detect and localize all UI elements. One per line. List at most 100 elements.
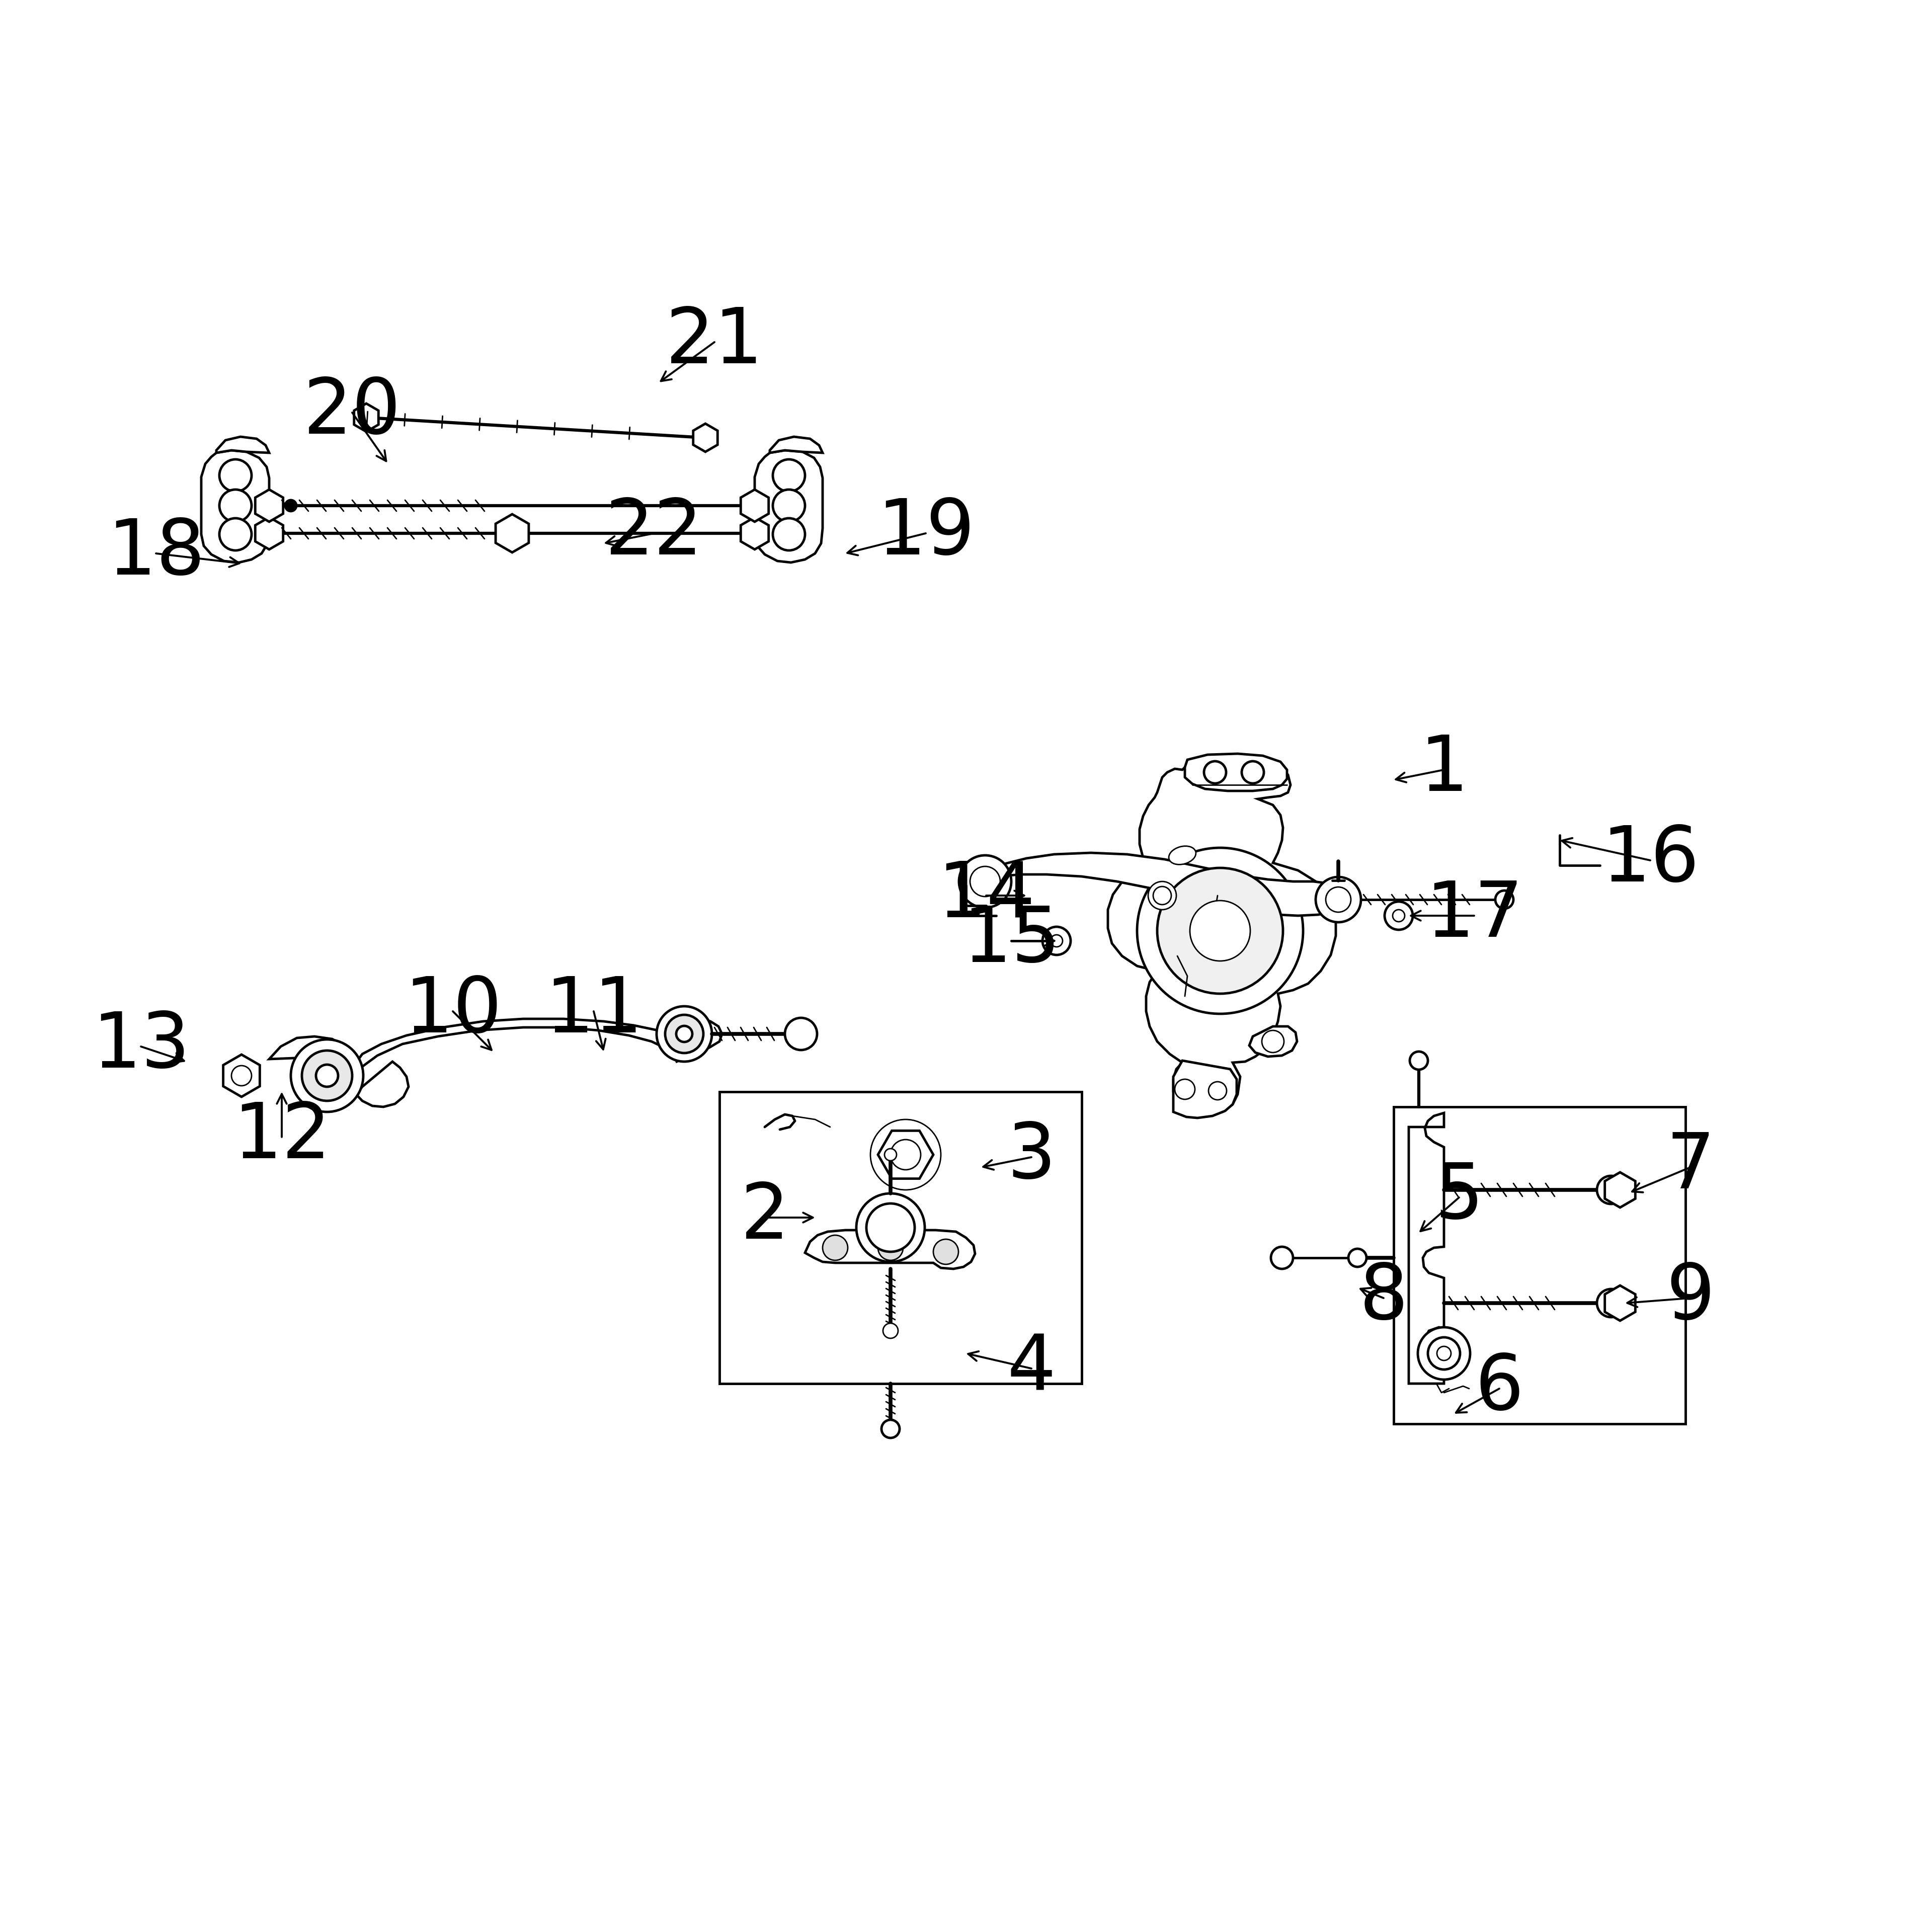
Text: 13: 13 [93, 1009, 189, 1084]
Circle shape [773, 489, 806, 522]
Circle shape [871, 1119, 941, 1190]
Circle shape [1175, 1080, 1194, 1099]
Bar [1393, 1107, 1685, 1424]
Text: 5: 5 [1435, 1159, 1484, 1235]
Circle shape [1051, 935, 1063, 947]
Circle shape [1262, 1030, 1285, 1053]
Circle shape [1495, 891, 1513, 908]
Circle shape [891, 1140, 922, 1169]
Circle shape [881, 1420, 900, 1437]
Polygon shape [806, 1231, 976, 1269]
Text: 17: 17 [1426, 879, 1522, 952]
Text: 10: 10 [404, 974, 502, 1049]
Circle shape [657, 1007, 711, 1061]
Circle shape [317, 1065, 338, 1086]
Circle shape [1138, 848, 1302, 1014]
Circle shape [1428, 1337, 1461, 1370]
Circle shape [970, 866, 1001, 896]
Circle shape [1157, 867, 1283, 993]
Polygon shape [255, 489, 284, 522]
Polygon shape [740, 518, 769, 549]
Circle shape [1410, 1051, 1428, 1070]
Circle shape [784, 1018, 817, 1049]
Text: 22: 22 [605, 497, 703, 570]
Text: 21: 21 [665, 305, 763, 379]
Circle shape [823, 1235, 848, 1260]
Circle shape [1385, 902, 1412, 929]
Circle shape [220, 460, 251, 491]
Bar [719, 1092, 1082, 1383]
Text: 6: 6 [1474, 1350, 1524, 1426]
Circle shape [220, 518, 251, 551]
Circle shape [1271, 1246, 1293, 1269]
Text: 9: 9 [1665, 1260, 1716, 1335]
Circle shape [883, 1323, 898, 1339]
Polygon shape [1173, 1061, 1236, 1119]
Circle shape [1148, 881, 1177, 910]
Polygon shape [224, 1055, 259, 1097]
Polygon shape [966, 852, 1343, 916]
Circle shape [1418, 1327, 1470, 1379]
Polygon shape [354, 404, 379, 431]
Circle shape [284, 500, 298, 512]
Polygon shape [201, 450, 269, 562]
Circle shape [1043, 927, 1070, 954]
Text: 11: 11 [545, 974, 643, 1049]
Text: 1: 1 [1420, 732, 1468, 808]
Circle shape [1325, 887, 1350, 912]
Polygon shape [694, 423, 717, 452]
Circle shape [1349, 1248, 1366, 1267]
Circle shape [301, 1051, 352, 1101]
Polygon shape [769, 437, 823, 452]
Circle shape [232, 1066, 251, 1086]
Polygon shape [1605, 1173, 1634, 1208]
Polygon shape [1605, 1285, 1634, 1321]
Circle shape [1190, 900, 1250, 960]
Text: 7: 7 [1665, 1130, 1716, 1206]
Circle shape [773, 518, 806, 551]
Circle shape [1242, 761, 1264, 782]
Circle shape [1598, 1289, 1625, 1318]
Circle shape [1209, 1082, 1227, 1099]
Polygon shape [255, 518, 284, 549]
Circle shape [933, 1238, 958, 1264]
Circle shape [958, 856, 1010, 908]
Text: 4: 4 [1007, 1331, 1057, 1406]
Text: 3: 3 [1007, 1121, 1057, 1194]
Polygon shape [755, 450, 823, 562]
Text: 8: 8 [1358, 1260, 1408, 1335]
Circle shape [1393, 910, 1405, 922]
Circle shape [220, 489, 251, 522]
Circle shape [292, 1039, 363, 1113]
Text: 20: 20 [303, 375, 402, 450]
Polygon shape [740, 489, 769, 522]
Circle shape [1598, 1177, 1625, 1204]
Circle shape [1204, 761, 1227, 782]
Text: 18: 18 [106, 516, 205, 591]
Circle shape [1437, 1347, 1451, 1360]
Text: 14: 14 [937, 858, 1036, 933]
Polygon shape [1250, 1026, 1296, 1057]
Polygon shape [1107, 759, 1335, 1117]
Ellipse shape [1169, 846, 1196, 864]
Circle shape [1153, 887, 1171, 904]
Text: 15: 15 [962, 904, 1061, 978]
Circle shape [773, 460, 806, 491]
Polygon shape [1184, 753, 1287, 790]
Circle shape [885, 1150, 896, 1161]
Circle shape [1316, 877, 1360, 922]
Circle shape [856, 1194, 925, 1262]
Text: 12: 12 [234, 1099, 330, 1175]
Polygon shape [497, 514, 529, 553]
Polygon shape [877, 1130, 933, 1179]
Circle shape [665, 1014, 703, 1053]
Polygon shape [1408, 1113, 1443, 1383]
Text: 16: 16 [1602, 823, 1698, 898]
Circle shape [866, 1204, 914, 1252]
Text: 19: 19 [877, 497, 974, 570]
Circle shape [877, 1235, 902, 1260]
Text: 2: 2 [740, 1180, 788, 1256]
Circle shape [676, 1026, 692, 1041]
Polygon shape [216, 437, 269, 452]
Polygon shape [269, 1018, 723, 1107]
